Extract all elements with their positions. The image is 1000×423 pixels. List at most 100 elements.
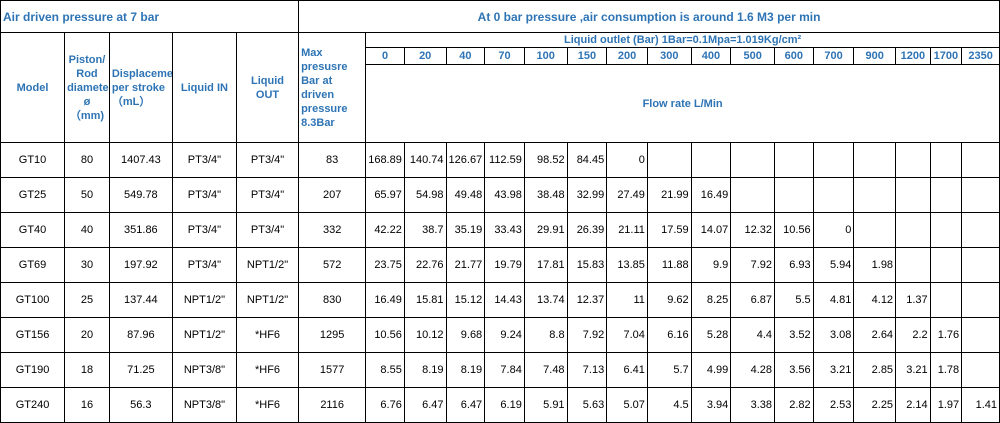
flow-cell: 7.84 [484, 352, 525, 388]
flow-cell: 7.13 [566, 352, 608, 388]
flow-cell: 1.98 [853, 247, 897, 283]
flow-cell: 11 [606, 282, 648, 318]
table-row: GT25 50 549.78 PT3/4" PT3/4" 207 65.97 54.98 49.… [0, 177, 1000, 213]
flow-cell [929, 282, 963, 318]
displacement-cell: 71.25 [108, 352, 173, 388]
pressure-header-cell: 300 [646, 47, 692, 65]
flow-cell: 38.7 [403, 212, 447, 248]
flow-cell [730, 142, 776, 178]
flow-cell: 7.48 [523, 352, 568, 388]
flow-cell: 5.07 [606, 387, 648, 423]
flow-cell: 6.19 [484, 387, 525, 423]
flow-cell: 0 [812, 212, 855, 248]
liquid-in-cell: NPT1/2" [171, 282, 237, 318]
flow-cell: 112.59 [484, 142, 525, 178]
model-cell: GT240 [0, 387, 66, 423]
pressure-header-cell: 40 [445, 47, 486, 65]
flow-cell: 9.62 [646, 282, 692, 318]
flow-cell: 7.92 [566, 317, 608, 353]
liquid-in-cell: PT3/4" [171, 212, 237, 248]
liquid-out-cell: *HF6 [235, 317, 300, 353]
liquid-out-cell: PT3/4" [235, 177, 300, 213]
flow-cell: 21.99 [646, 177, 692, 213]
flow-cell: 5.7 [646, 352, 692, 388]
flow-cell: 3.52 [774, 317, 814, 353]
flow-cell: 126.67 [445, 142, 486, 178]
flow-cell: 1.41 [961, 387, 1000, 423]
displacement-cell: 549.78 [108, 177, 173, 213]
flow-cell [961, 177, 1000, 213]
flow-cell: 2.82 [774, 387, 814, 423]
pressure-header-cell: 70 [484, 47, 525, 65]
pressure-header-cell: 500 [730, 47, 776, 65]
pressure-header-cell: 100 [523, 47, 568, 65]
displacement-cell: 137.44 [108, 282, 173, 318]
model-cell: GT40 [0, 212, 66, 248]
header-piston: Piston/ Rod diameter ø （mm) [64, 32, 110, 143]
flow-cell [853, 212, 897, 248]
flow-cell: 8.8 [523, 317, 568, 353]
displacement-cell: 197.92 [108, 247, 173, 283]
flow-cell: 10.56 [365, 317, 405, 353]
flow-cell: 6.76 [365, 387, 405, 423]
flow-cell: 9.24 [484, 317, 525, 353]
flow-cell: 42.22 [365, 212, 405, 248]
flow-cell: 3.94 [690, 387, 732, 423]
flow-cell: 2.14 [895, 387, 931, 423]
flow-cell: 15.12 [445, 282, 486, 318]
model-cell: GT156 [0, 317, 66, 353]
flow-cell: 5.5 [774, 282, 814, 318]
flow-cell: 26.39 [566, 212, 608, 248]
table-row: GT40 40 351.86 PT3/4" PT3/4" 332 42.22 38.7 35.1… [0, 212, 1000, 248]
flow-cell: 11.88 [646, 247, 692, 283]
flow-cell: 35.19 [445, 212, 486, 248]
liquid-out-cell: PT3/4" [235, 142, 300, 178]
header-liquid-out: Liquid OUT [235, 32, 300, 143]
header-liquid-in: Liquid IN [171, 32, 237, 143]
flow-cell: 4.81 [812, 282, 855, 318]
pressure-header-cell: 700 [812, 47, 855, 65]
flow-cell [961, 212, 1000, 248]
flow-cell: 1.37 [895, 282, 931, 318]
flow-cell: 13.85 [606, 247, 648, 283]
flow-cell: 7.92 [730, 247, 776, 283]
flow-cell: 14.43 [484, 282, 525, 318]
max-pressure-cell: 830 [298, 282, 367, 318]
max-pressure-cell: 207 [298, 177, 367, 213]
flow-cell: 13.74 [523, 282, 568, 318]
flow-cell: 4.5 [646, 387, 692, 423]
flow-cell: 1.97 [929, 387, 963, 423]
flow-cell: 3.21 [895, 352, 931, 388]
flow-cell: 12.37 [566, 282, 608, 318]
displacement-cell: 351.86 [108, 212, 173, 248]
flow-cell: 9.68 [445, 317, 486, 353]
flow-cell [961, 317, 1000, 353]
table-row: GT156 20 87.96 NPT1/2" *HF6 1295 10.56 10.12 9.6… [0, 317, 1000, 353]
flow-cell: 21.11 [606, 212, 648, 248]
flow-cell: 2.25 [853, 387, 897, 423]
flow-cell: 3.56 [774, 352, 814, 388]
flow-cell: 1.76 [929, 317, 963, 353]
flow-cell: 9.9 [690, 247, 732, 283]
flow-cell: 32.99 [566, 177, 608, 213]
flow-cell [929, 177, 963, 213]
flow-cell: 6.16 [646, 317, 692, 353]
pressure-header-cell: 900 [853, 47, 897, 65]
data-body: GT10 80 1407.43 PT3/4" PT3/4" 83 168.89 140.74 1… [0, 142, 1000, 423]
flow-cell: 98.52 [523, 142, 568, 178]
flow-cell [853, 142, 897, 178]
pressure-header-cell: 1200 [895, 47, 931, 65]
flow-cell [774, 142, 814, 178]
model-cell: GT25 [0, 177, 66, 213]
flow-cell [895, 177, 931, 213]
max-pressure-cell: 1577 [298, 352, 367, 388]
flow-cell: 4.12 [853, 282, 897, 318]
flow-cell: 54.98 [403, 177, 447, 213]
header-max-pressure: Max presusre Bar at driven pressure 8.3B… [298, 32, 367, 143]
flow-cell [961, 282, 1000, 318]
piston-cell: 25 [64, 282, 110, 318]
header-liquid-outlet: Liquid outlet (Bar) 1Bar=0.1Mpa=1.019Kg/… [365, 32, 1000, 48]
pressure-header-cell: 150 [566, 47, 608, 65]
flow-cell: 5.63 [566, 387, 608, 423]
